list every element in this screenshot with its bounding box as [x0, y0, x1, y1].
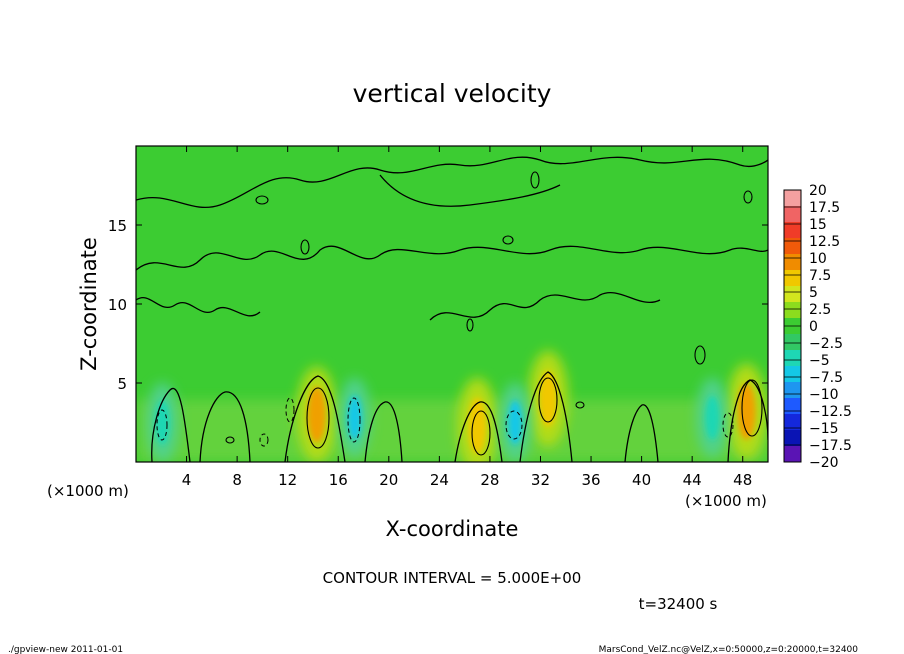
footer-left: ./gpview-new 2011-01-01 [8, 645, 123, 654]
updraft-core [539, 370, 558, 427]
contour-lines [136, 156, 768, 462]
downdraft-core [347, 395, 362, 440]
colorbar-label: 12.5 [809, 234, 840, 250]
colorbar-swatch [784, 382, 801, 399]
lower-band [136, 400, 768, 462]
updraft-core [468, 397, 487, 454]
colorbar-swatch [784, 430, 801, 447]
colorbar-swatch [784, 270, 801, 287]
colorbar-swatch [784, 334, 801, 351]
colorbar-label: −17.5 [809, 438, 852, 454]
colorbar-label: −12.5 [809, 404, 852, 420]
x-tick-label: 4 [182, 471, 192, 489]
y-tick-label: 10 [108, 296, 127, 314]
x-tick-label: 24 [430, 471, 449, 489]
colorbar-label: 5 [809, 285, 818, 301]
y-axis-label: Z-coordinate [77, 237, 101, 371]
colorbar-swatch [784, 350, 801, 367]
x-tick-label: 36 [581, 471, 600, 489]
colorbar-swatch [784, 286, 801, 303]
x-axis-ticks: 4 8 12 16 20 24 28 32 36 40 44 48 [182, 146, 752, 489]
plot-field [136, 146, 768, 462]
y-tick-label: 5 [117, 375, 127, 393]
x-tick-label: 32 [531, 471, 550, 489]
x-tick-label: 12 [278, 471, 297, 489]
colorbar: 2017.51512.5107.552.50−2.5−5−7.5−10−12.5… [783, 183, 852, 471]
colorbar-label: 10 [809, 251, 827, 267]
colorbar-swatch [784, 206, 801, 223]
x-axis-label: X-coordinate [386, 517, 519, 541]
colorbar-label: 15 [809, 217, 827, 233]
updraft-core [307, 386, 326, 443]
colorbar-swatch [784, 302, 801, 319]
x-tick-label: 40 [632, 471, 651, 489]
x-tick-label: 44 [683, 471, 702, 489]
downdraft-core [705, 395, 720, 440]
downdraft-core [155, 400, 170, 445]
colorbar-label: −20 [809, 455, 839, 471]
colorbar-swatch [784, 238, 801, 255]
colorbar-swatch [784, 398, 801, 415]
colorbar-label: 17.5 [809, 200, 840, 216]
colorbar-label: −7.5 [809, 370, 843, 386]
time-label: t=32400 s [639, 595, 718, 613]
colorbar-swatch [784, 254, 801, 271]
colorbar-label: −10 [809, 387, 839, 403]
y-axis-ticks: 5 10 15 [108, 217, 768, 393]
y-tick-label: 15 [108, 217, 127, 235]
colorbar-label: 20 [809, 183, 827, 199]
updraft-core [737, 383, 756, 440]
colorbar-swatch [784, 222, 801, 239]
x-tick-label: 20 [379, 471, 398, 489]
colorbar-label: 2.5 [809, 302, 831, 318]
negative-contours [156, 397, 734, 447]
colorbar-swatch [784, 366, 801, 383]
chart-title: vertical velocity [353, 79, 552, 108]
x-tick-label: 48 [733, 471, 752, 489]
x-tick-label: 16 [329, 471, 348, 489]
colorbar-swatch [784, 414, 801, 431]
colorbar-label: 7.5 [809, 268, 831, 284]
colorbar-swatch [784, 446, 801, 463]
colorbar-label: −2.5 [809, 336, 843, 352]
colorbar-label: 0 [809, 319, 818, 335]
x-unit-right: (×1000 m) [685, 492, 767, 510]
colorbar-swatch [784, 190, 801, 207]
colorbar-label: −5 [809, 353, 830, 369]
contour-blobs [225, 171, 763, 456]
footer-right: MarsCond_VelZ.nc@VelZ,x=0:50000,z=0:2000… [599, 645, 859, 654]
contour-interval: CONTOUR INTERVAL = 5.000E+00 [323, 569, 582, 587]
x-tick-label: 8 [232, 471, 242, 489]
x-unit-left: (×1000 m) [47, 482, 129, 500]
colorbar-label: −15 [809, 421, 839, 437]
x-tick-label: 28 [480, 471, 499, 489]
